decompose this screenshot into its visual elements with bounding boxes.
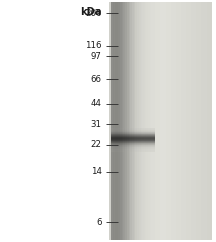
Bar <box>196 2 202 240</box>
Bar <box>160 2 165 240</box>
Text: 44: 44 <box>91 99 102 108</box>
Bar <box>124 2 130 240</box>
Text: kDa: kDa <box>81 7 102 17</box>
Bar <box>186 2 191 240</box>
Bar <box>140 2 145 240</box>
Bar <box>206 2 212 240</box>
Text: 116: 116 <box>85 41 102 50</box>
Text: 22: 22 <box>91 140 102 149</box>
Text: 31: 31 <box>91 120 102 129</box>
Bar <box>150 2 155 240</box>
Bar <box>176 2 181 240</box>
Bar <box>130 2 135 240</box>
Bar <box>114 2 119 240</box>
Bar <box>135 2 140 240</box>
Text: 97: 97 <box>91 52 102 61</box>
Text: 200: 200 <box>85 9 102 18</box>
Text: 66: 66 <box>91 75 102 84</box>
Text: 14: 14 <box>91 167 102 176</box>
Bar <box>171 2 176 240</box>
Bar <box>109 2 114 240</box>
Bar <box>109 2 212 240</box>
Bar <box>202 2 206 240</box>
Bar <box>191 2 196 240</box>
Bar <box>181 2 186 240</box>
Bar <box>119 2 124 240</box>
Text: 6: 6 <box>96 218 102 227</box>
Bar <box>145 2 150 240</box>
Bar <box>155 2 160 240</box>
Bar <box>165 2 171 240</box>
